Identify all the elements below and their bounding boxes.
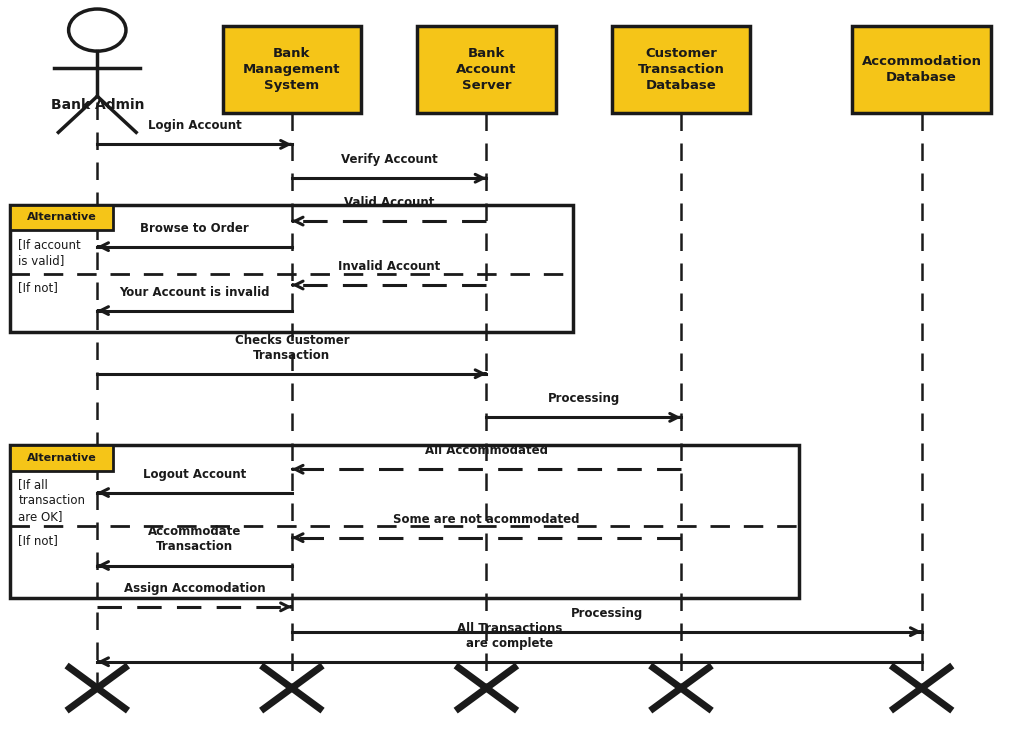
Text: All Transactions
are complete: All Transactions are complete [457, 622, 562, 650]
Bar [10, 445, 113, 471]
Text: Processing: Processing [570, 607, 643, 620]
Bar [418, 26, 555, 113]
Text: Some are not acommodated: Some are not acommodated [393, 513, 580, 526]
Text: Checks Customer
Transaction: Checks Customer Transaction [234, 334, 349, 362]
Text: [If all
transaction
are OK]: [If all transaction are OK] [18, 478, 85, 523]
Bar [10, 445, 799, 598]
Text: Alternative: Alternative [27, 212, 96, 223]
Bar [10, 205, 113, 230]
Bar [10, 205, 573, 332]
Text: Customer
Transaction
Database: Customer Transaction Database [638, 47, 724, 92]
Text: Bank
Account
Server: Bank Account Server [457, 47, 516, 92]
Text: All Accommodated: All Accommodated [425, 444, 548, 457]
Text: Browse to Order: Browse to Order [140, 222, 249, 235]
Text: Accommodation
Database: Accommodation Database [861, 55, 982, 84]
Text: [If not]: [If not] [18, 281, 58, 294]
Bar [852, 26, 991, 113]
Text: [If not]: [If not] [18, 534, 58, 547]
Text: Assign Accomodation: Assign Accomodation [124, 582, 265, 595]
Text: Invalid Account: Invalid Account [338, 260, 440, 273]
Text: Bank
Management
System: Bank Management System [243, 47, 341, 92]
Text: Verify Account: Verify Account [341, 153, 437, 166]
Text: Logout Account: Logout Account [143, 468, 246, 481]
Text: [If account
is valid]: [If account is valid] [18, 238, 81, 267]
Text: Processing: Processing [548, 393, 620, 405]
Text: Bank Admin: Bank Admin [50, 98, 144, 112]
Text: Accommodate
Transaction: Accommodate Transaction [147, 526, 242, 553]
Text: Valid Account: Valid Account [344, 196, 434, 209]
Bar [612, 26, 750, 113]
Bar [222, 26, 360, 113]
Text: Alternative: Alternative [27, 453, 96, 463]
Text: Your Account is invalid: Your Account is invalid [120, 286, 269, 299]
Text: Login Account: Login Account [147, 120, 242, 132]
